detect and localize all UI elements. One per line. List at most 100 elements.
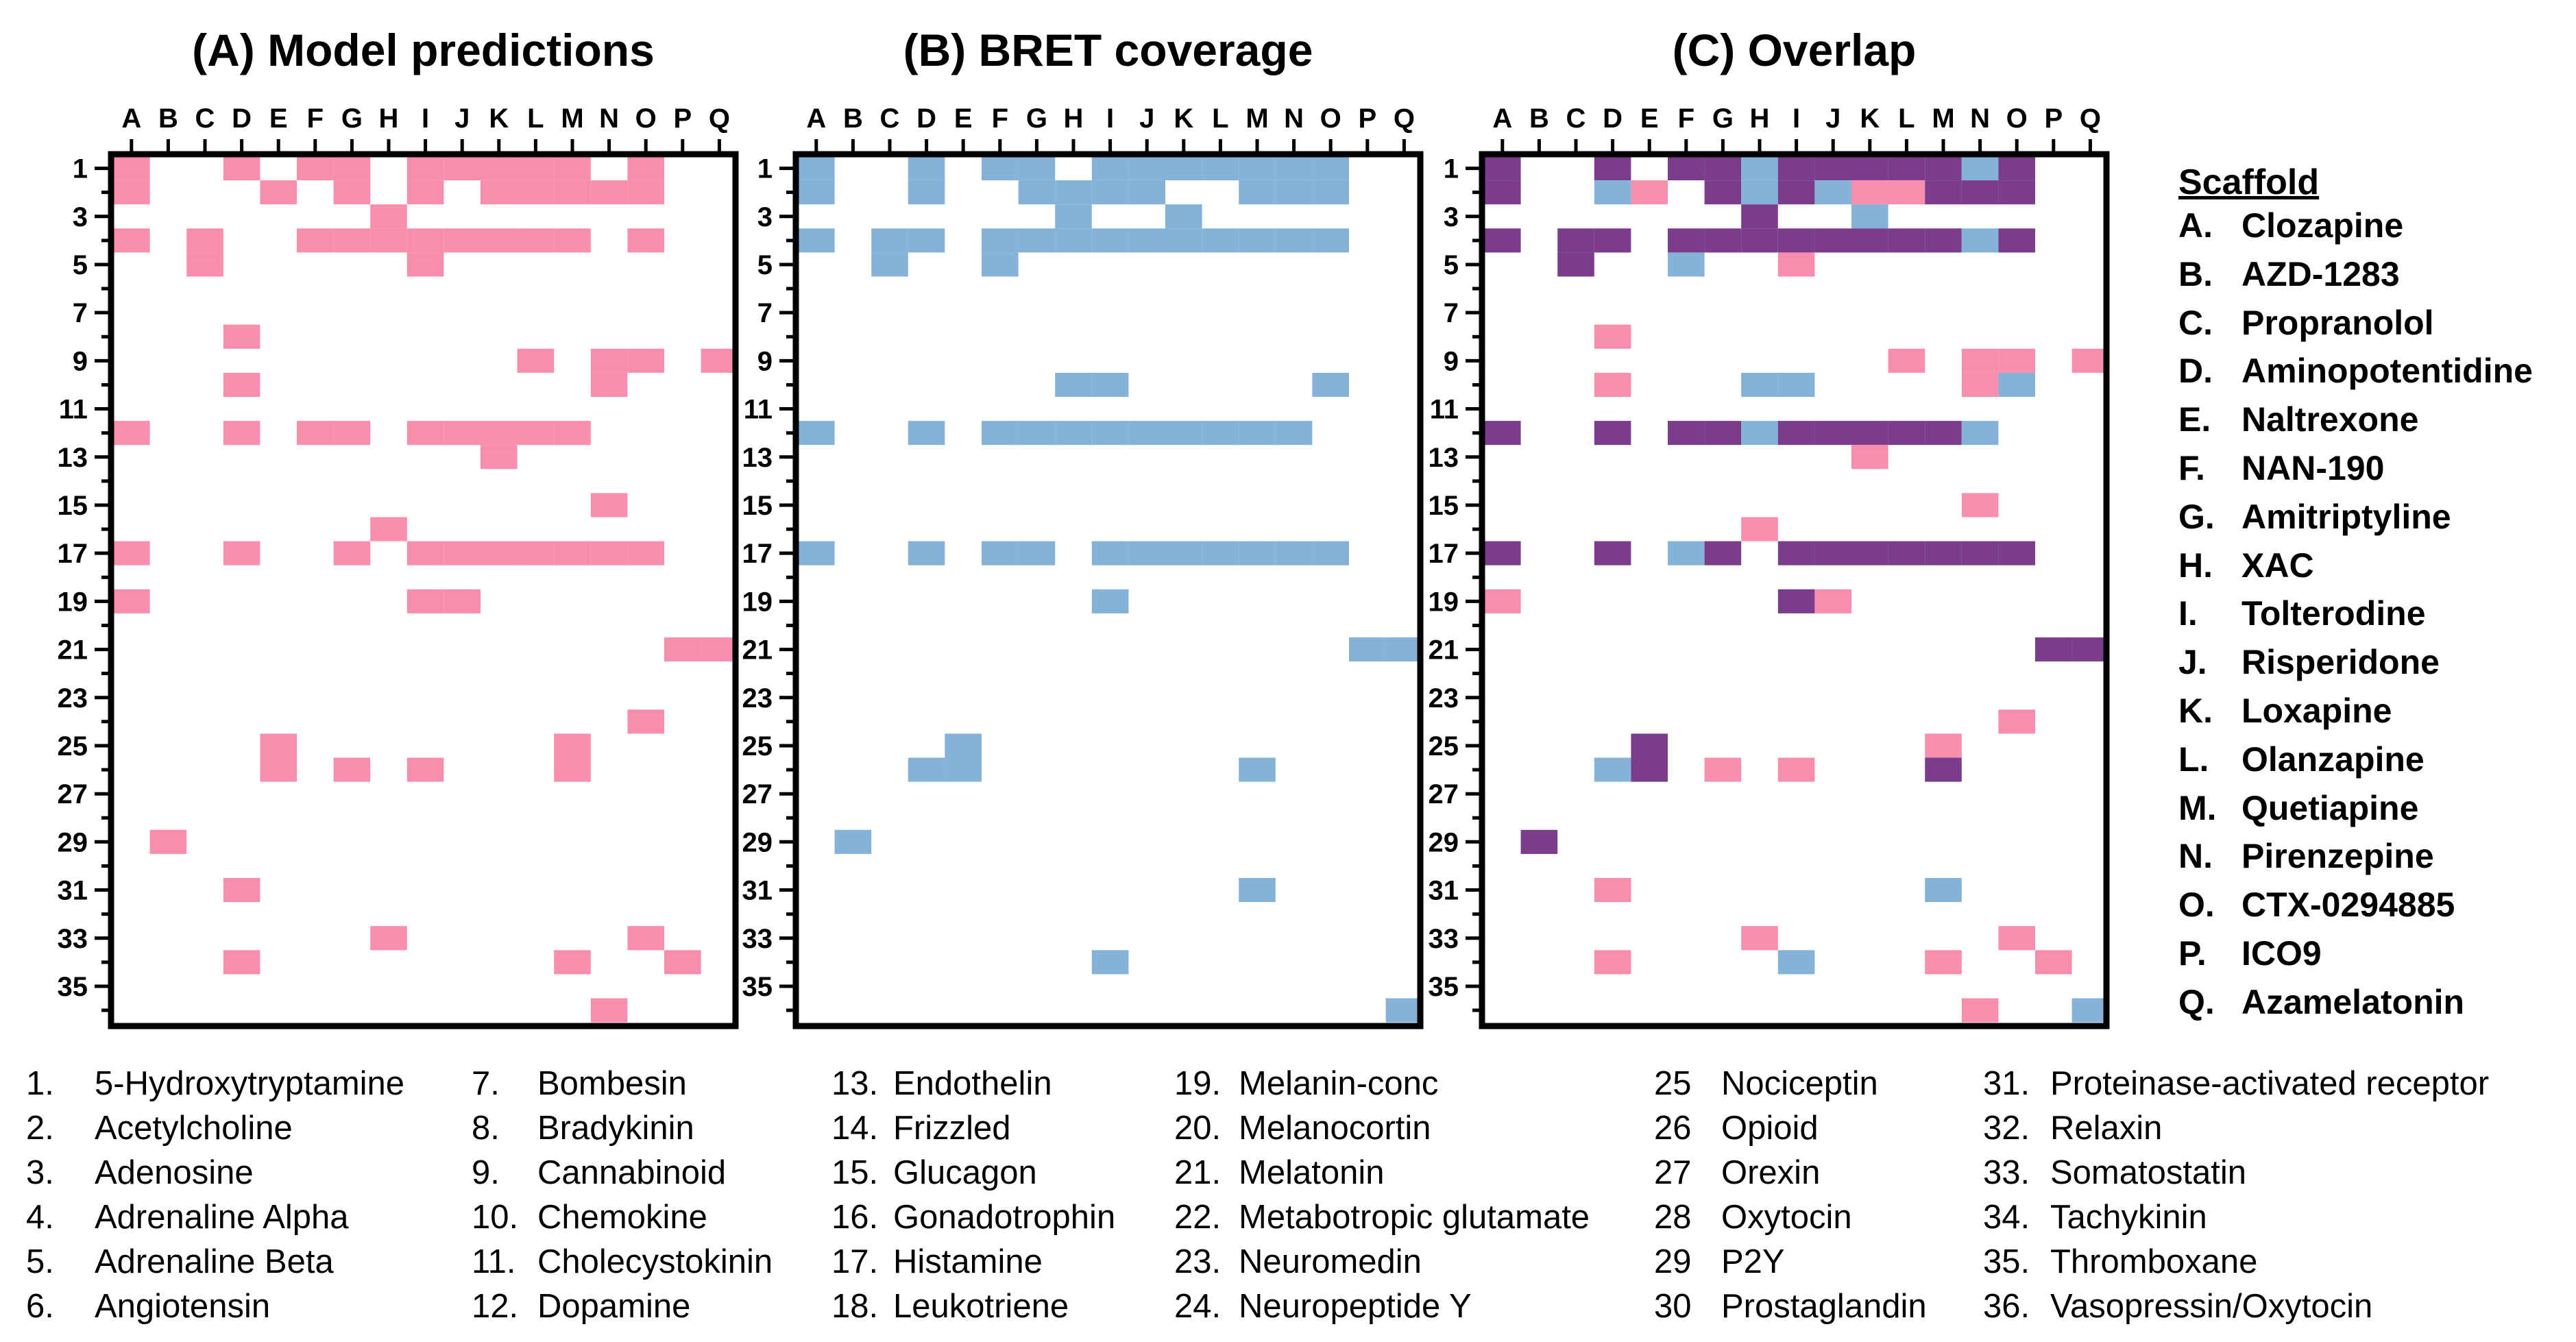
row-tick-label: 15 — [742, 491, 773, 521]
heatmap-cell — [1961, 156, 1999, 181]
scaffold-letter: E. — [2178, 400, 2211, 439]
heatmap-cell — [554, 733, 591, 758]
heatmap-cell — [627, 541, 664, 565]
heatmap-cell — [1741, 421, 1778, 446]
heatmap-cell — [554, 421, 591, 446]
heatmap-cell — [1814, 421, 1851, 446]
heatmap-cell — [1998, 228, 2035, 253]
heatmap-cell — [1484, 156, 1521, 181]
row-tick-label: 9 — [73, 346, 88, 376]
family-number: 23. — [1174, 1243, 1222, 1280]
heatmap-cell — [517, 541, 555, 565]
heatmap-cell — [945, 733, 982, 758]
heatmap-cell — [1484, 228, 1521, 253]
heatmap-cell — [1998, 180, 2035, 205]
column-tick-label: O — [2006, 103, 2028, 134]
family-number: 22. — [1174, 1199, 1222, 1236]
heatmap-cell — [1961, 372, 1999, 397]
row-tick-label: 11 — [59, 395, 88, 425]
row-tick-label: 1 — [757, 154, 773, 184]
heatmap-cell — [1091, 589, 1129, 613]
heatmap-cell — [1165, 541, 1202, 565]
family-name: Somatostatin — [2050, 1154, 2246, 1191]
family-number: 8. — [472, 1110, 500, 1147]
family-name: Angiotensin — [95, 1288, 271, 1325]
heatmap-cell — [1777, 950, 1815, 975]
scaffold-legend-item: G. Amitriptyline — [2178, 497, 2451, 537]
heatmap-cell — [627, 709, 664, 734]
heatmap-cell — [590, 372, 628, 397]
row-tick-label: 9 — [1444, 346, 1459, 376]
family-name: Melatonin — [1239, 1154, 1385, 1191]
heatmap-cell — [481, 421, 518, 446]
heatmap-cell — [443, 156, 481, 181]
scaffold-legend-item: M. Quetiapine — [2178, 788, 2418, 828]
heatmap-cell — [1055, 228, 1092, 253]
heatmap-cell — [1594, 950, 1631, 975]
heatmap-cell — [1055, 180, 1092, 205]
scaffold-name: Clozapine — [2241, 206, 2404, 245]
heatmap-cell — [1312, 180, 1349, 205]
heatmap-cell — [443, 541, 481, 565]
scaffold-legend-item: E. Naltrexone — [2178, 400, 2418, 439]
scaffold-legend-item: I. Tolterodine — [2178, 594, 2426, 633]
column-tick-label: E — [1640, 103, 1659, 134]
column-tick-label: P — [673, 103, 692, 134]
heatmap-cell — [1777, 156, 1815, 181]
heatmap-cell — [186, 228, 223, 253]
family-number: 20. — [1174, 1110, 1222, 1147]
family-number: 18. — [831, 1288, 879, 1325]
heatmap-cell — [1055, 421, 1092, 446]
heatmap-cell — [1777, 541, 1815, 565]
heatmap-cell — [1484, 421, 1521, 446]
column-tick-label: F — [992, 103, 1008, 134]
scaffold-name: Olanzapine — [2241, 740, 2425, 779]
heatmap-cell — [1385, 998, 1423, 1023]
heatmap-cell — [908, 541, 945, 565]
row-tick-label: 25 — [742, 731, 773, 761]
heatmap-cell — [1385, 637, 1423, 662]
heatmap-cell — [1925, 228, 1962, 253]
heatmap-cell — [1202, 421, 1239, 446]
row-tick-label: 25 — [58, 731, 88, 761]
family-number: 24. — [1174, 1288, 1222, 1325]
column-tick-label: J — [1139, 103, 1154, 134]
column-tick-label: D — [916, 103, 936, 134]
heatmap-cell — [1239, 156, 1276, 181]
heatmap-cell — [1594, 156, 1631, 181]
heatmap-cell — [223, 878, 260, 903]
heatmap-cell — [1777, 228, 1815, 253]
heatmap-cell — [481, 180, 518, 205]
heatmap-cell — [627, 156, 664, 181]
heatmap-cell — [798, 180, 835, 205]
column-tick-label: E — [269, 103, 288, 134]
heatmap-cell — [1631, 180, 1668, 205]
scaffold-letter: A. — [2178, 206, 2213, 245]
column-tick-label: M — [1932, 103, 1954, 134]
heatmap-cell — [798, 156, 835, 181]
heatmap-cell — [406, 156, 444, 181]
scaffold-letter: P. — [2178, 934, 2207, 973]
heatmap-cell — [1814, 228, 1851, 253]
heatmap-cell — [1814, 541, 1851, 565]
heatmap-cell — [1998, 541, 2035, 565]
heatmap-cell — [1239, 878, 1276, 903]
heatmap-cell — [798, 541, 835, 565]
panel-title: (A) Model predictions — [192, 25, 655, 75]
heatmap-cell — [443, 228, 481, 253]
family-name: Oxytocin — [1721, 1199, 1852, 1236]
family-number: 10. — [472, 1199, 519, 1236]
scaffold-name: Amitriptyline — [2241, 497, 2451, 536]
family-name: Melanin-conc — [1239, 1065, 1439, 1102]
heatmap-cell — [664, 637, 701, 662]
row-tick-label: 19 — [1429, 587, 1459, 617]
heatmap-cell — [1851, 421, 1888, 446]
heatmap-cell — [982, 541, 1019, 565]
scaffold-name: Quetiapine — [2241, 788, 2419, 827]
heatmap-cell — [1704, 541, 1742, 565]
heatmap-cell — [1312, 372, 1349, 397]
heatmap-cell — [2071, 637, 2109, 662]
heatmap-cell — [223, 324, 260, 349]
heatmap-cell — [554, 950, 591, 975]
